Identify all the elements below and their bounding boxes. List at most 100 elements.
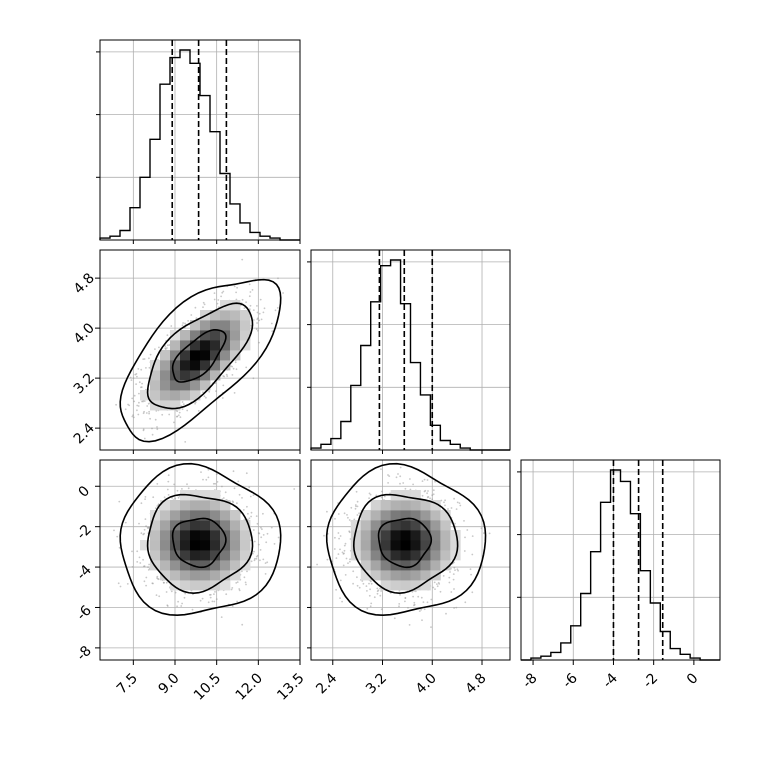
scatter-point xyxy=(409,478,411,480)
scatter-point xyxy=(236,286,239,289)
scatter-point xyxy=(259,298,262,301)
scatter-point xyxy=(143,565,146,568)
scatter-point xyxy=(266,532,269,535)
density-cell xyxy=(160,570,171,581)
density-cell xyxy=(190,500,201,511)
scatter-point xyxy=(142,533,145,536)
scatter-point xyxy=(154,348,156,350)
scatter-point xyxy=(158,595,161,598)
scatter-point xyxy=(256,311,259,314)
scatter-point xyxy=(470,573,472,576)
density-cell xyxy=(180,520,191,531)
scatter-point xyxy=(173,421,175,424)
scatter-point xyxy=(142,558,145,561)
scatter-point xyxy=(376,592,379,595)
scatter-point xyxy=(436,583,438,585)
scatter-point xyxy=(176,410,179,413)
scatter-point xyxy=(148,366,151,369)
density-cell xyxy=(150,510,161,521)
scatter-point xyxy=(149,353,152,356)
density-cell xyxy=(430,500,441,511)
scatter-point xyxy=(148,410,151,413)
scatter-point xyxy=(178,411,181,414)
scatter-point xyxy=(249,291,252,293)
scatter-point xyxy=(358,512,360,515)
scatter-point xyxy=(381,490,383,493)
scatter-point xyxy=(366,607,369,610)
scatter-point xyxy=(241,570,243,573)
density-cell xyxy=(230,340,241,351)
scatter-point xyxy=(156,426,158,428)
density-cell xyxy=(230,320,241,331)
scatter-point xyxy=(365,585,368,587)
scatter-point xyxy=(339,548,341,551)
scatter-point xyxy=(222,290,225,293)
x-tick-label: -6 xyxy=(560,670,581,691)
scatter-point xyxy=(140,386,142,389)
scatter-point xyxy=(207,468,210,471)
density-cell xyxy=(170,330,181,341)
density-cell xyxy=(170,510,181,521)
scatter-point xyxy=(408,624,411,626)
scatter-point xyxy=(420,596,423,599)
scatter-point xyxy=(147,402,150,405)
scatter-point xyxy=(241,298,244,301)
scatter-point xyxy=(395,476,398,479)
scatter-point xyxy=(339,597,341,599)
density-cell xyxy=(190,360,201,371)
density-cell xyxy=(360,510,372,521)
scatter-point xyxy=(345,557,348,560)
scatter-point xyxy=(168,344,171,346)
scatter-point xyxy=(233,487,236,490)
scatter-point xyxy=(131,415,134,418)
scatter-point xyxy=(156,575,159,578)
scatter-point xyxy=(343,549,346,552)
scatter-point xyxy=(231,587,234,589)
scatter-point xyxy=(129,376,132,379)
density-cell xyxy=(210,330,221,341)
scatter-point xyxy=(171,497,174,499)
contour-line xyxy=(325,462,487,617)
scatter-point xyxy=(222,384,225,387)
density-cell xyxy=(200,370,211,381)
contour-line xyxy=(146,302,254,410)
scatter-point xyxy=(222,497,225,499)
scatter-point xyxy=(233,392,236,394)
scatter-point xyxy=(387,474,389,476)
scatter-point xyxy=(248,308,251,311)
scatter-point xyxy=(139,562,142,564)
scatter-point xyxy=(259,549,262,551)
scatter-point xyxy=(343,552,345,555)
histogram-param-2 xyxy=(521,469,720,661)
density-cell xyxy=(210,540,221,551)
scatter-point xyxy=(221,397,224,399)
scatter-point xyxy=(427,490,429,492)
density-cell xyxy=(230,560,241,571)
scatter-point xyxy=(471,553,474,556)
scatter-point xyxy=(224,491,227,494)
density-cell xyxy=(210,500,221,511)
density-cell xyxy=(230,350,241,361)
scatter-point xyxy=(469,568,472,571)
scatter-point xyxy=(166,604,169,607)
scatter-point xyxy=(138,381,141,384)
scatter-point xyxy=(167,480,170,483)
scatter-point xyxy=(212,482,215,485)
panel-hist-2 xyxy=(517,459,721,661)
scatter-point xyxy=(141,400,143,403)
density-cell xyxy=(240,530,251,541)
scatter-point xyxy=(124,521,127,524)
scatter-point xyxy=(409,488,412,491)
scatter-point xyxy=(293,488,296,490)
density-cell xyxy=(380,550,391,561)
scatter-point xyxy=(207,601,210,604)
scatter-point xyxy=(167,494,170,496)
scatter-point xyxy=(447,508,449,510)
density-cell xyxy=(220,510,231,521)
scatter-point xyxy=(456,501,459,504)
density-cell xyxy=(200,330,211,341)
density-cell xyxy=(420,580,431,591)
scatter-point xyxy=(148,563,151,566)
density-cell xyxy=(400,490,411,501)
scatter-point xyxy=(238,493,241,496)
